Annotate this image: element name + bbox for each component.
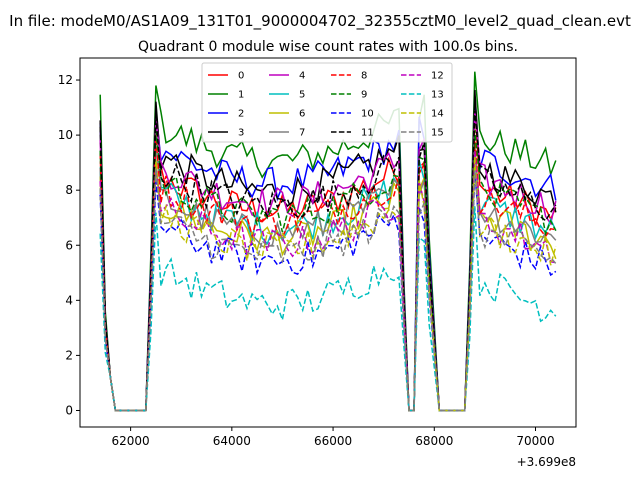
y-tick-label: 4: [65, 293, 73, 307]
series-line-11: [99, 110, 557, 412]
legend-item-11: 11: [331, 128, 374, 139]
y-tick-label: 6: [65, 238, 73, 252]
legend-label: 10: [361, 109, 374, 120]
legend-label: 0: [238, 71, 244, 82]
series-line-15: [99, 168, 557, 412]
x-tick-label: 66000: [314, 434, 352, 448]
y-tick-label: 8: [65, 183, 73, 197]
legend-item-9: 9: [331, 90, 367, 101]
legend-item-8: 8: [331, 71, 367, 82]
series-line-3: [99, 90, 557, 412]
legend-label: 13: [431, 90, 444, 101]
series-line-1: [99, 71, 557, 412]
legend-label: 12: [431, 71, 444, 82]
x-tick-label: 64000: [213, 434, 251, 448]
series-line-13: [99, 206, 557, 412]
x-axis: 62000 64000 66000 68000 70000: [112, 427, 555, 448]
legend-label: 2: [238, 109, 244, 120]
legend-label: 1: [238, 90, 244, 101]
series-line-9: [99, 130, 557, 412]
series-line-8: [99, 134, 556, 412]
x-offset-label: +3.699e8: [517, 455, 576, 469]
legend-item-2: 2: [208, 109, 244, 120]
y-tick-label: 2: [65, 348, 73, 362]
legend-item-7: 7: [269, 128, 305, 139]
legend-item-1: 1: [208, 90, 244, 101]
y-tick-label: 12: [58, 73, 73, 87]
legend-item-15: 15: [401, 128, 444, 139]
legend-item-3: 3: [208, 128, 244, 139]
legend-label: 8: [361, 71, 367, 82]
series-layer: [99, 71, 557, 412]
y-tick-label: 10: [58, 128, 73, 142]
legend-item-0: 0: [208, 71, 244, 82]
legend-item-13: 13: [401, 90, 444, 101]
legend-item-5: 5: [269, 90, 305, 101]
legend-label: 6: [299, 109, 305, 120]
legend-item-12: 12: [401, 71, 444, 82]
x-tick-label: 70000: [516, 434, 554, 448]
y-axis: 0 2 4 6 8 10 12: [58, 73, 80, 417]
legend-label: 4: [299, 71, 305, 82]
y-tick-label: 0: [65, 403, 73, 417]
chart-title: Quadrant 0 module wise count rates with …: [138, 39, 518, 55]
legend-label: 5: [299, 90, 305, 101]
legend-box: [201, 62, 453, 143]
legend-item-10: 10: [331, 109, 374, 120]
x-tick-label: 62000: [112, 434, 150, 448]
legend-label: 14: [431, 109, 444, 120]
figure-suptitle: In file: modeM0/AS1A09_131T01_9000004702…: [9, 12, 631, 31]
legend-item-6: 6: [269, 109, 305, 120]
legend-label: 11: [361, 128, 374, 139]
legend-item-4: 4: [269, 71, 305, 82]
legend-label: 3: [238, 128, 244, 139]
legend-label: 15: [431, 128, 444, 139]
x-tick-label: 68000: [415, 434, 453, 448]
legend-label: 7: [299, 128, 305, 139]
series-line-14: [99, 156, 557, 412]
legend-item-14: 14: [401, 109, 444, 120]
legend-label: 9: [361, 90, 367, 101]
